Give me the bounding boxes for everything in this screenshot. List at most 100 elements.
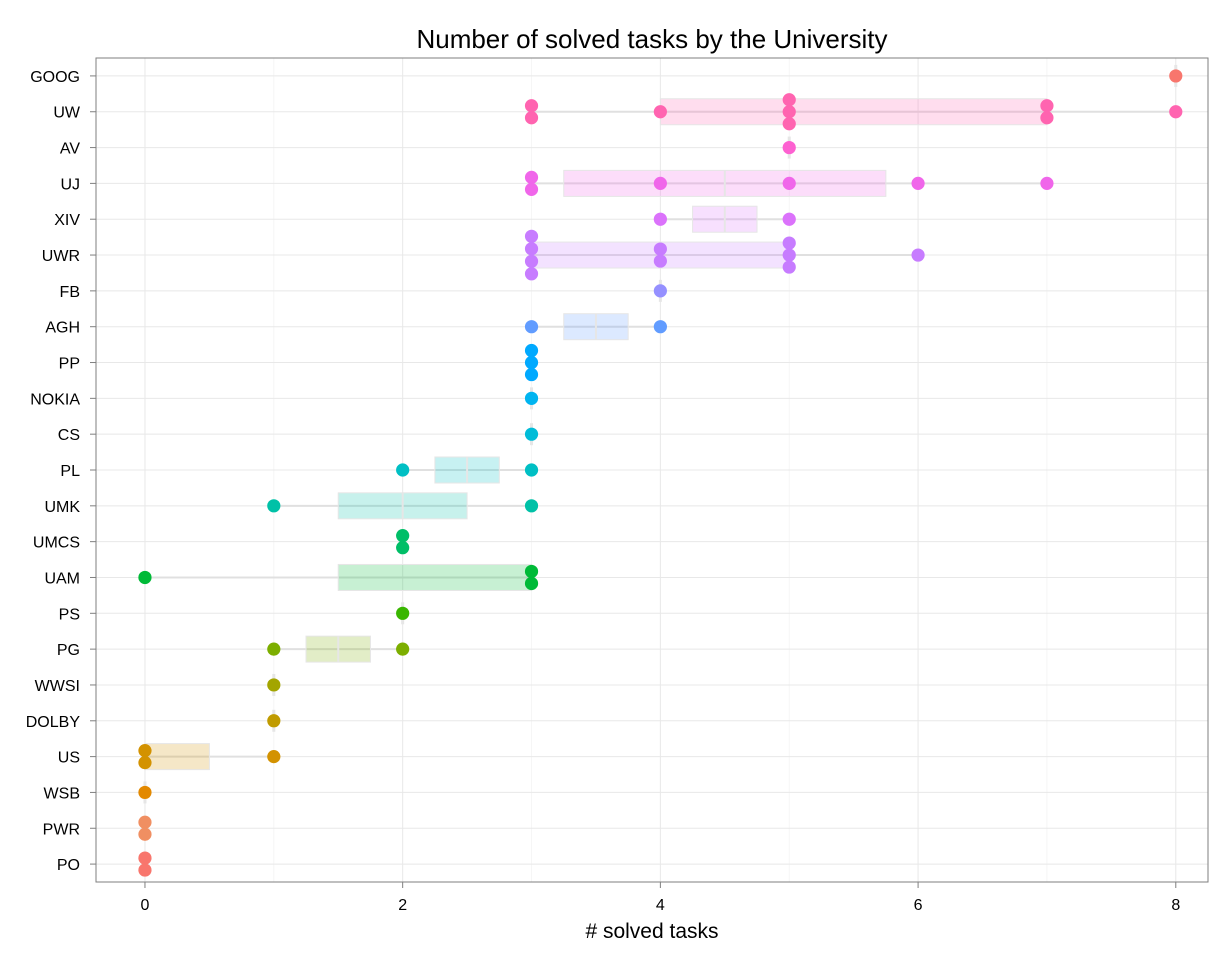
data-point-pl	[396, 463, 410, 477]
box-uam	[144, 563, 533, 591]
y-tick-label: XIV	[54, 212, 80, 229]
data-point-umk	[524, 499, 539, 513]
y-tick-label: US	[58, 750, 80, 767]
points	[138, 69, 1183, 877]
data-point-pp	[524, 343, 539, 358]
box-iqr	[659, 98, 1048, 126]
box-us	[143, 743, 274, 771]
data-point-us	[267, 750, 281, 764]
data-point-goog	[1169, 69, 1183, 83]
box-umk	[273, 492, 532, 520]
data-point-pg	[396, 642, 410, 656]
box-iqr	[144, 743, 210, 771]
box-uj	[531, 169, 1047, 197]
data-point-us	[138, 756, 152, 770]
data-point-uw	[782, 105, 796, 119]
box-pl	[402, 456, 532, 484]
y-tick-label: UMK	[44, 499, 80, 516]
data-point-umcs	[396, 529, 410, 543]
x-tick-label: 6	[914, 897, 923, 914]
box-uw	[531, 98, 1176, 126]
chart-title: Number of solved tasks by the University	[416, 24, 887, 54]
y-tick-label: PS	[59, 606, 80, 623]
data-point-uj	[1040, 176, 1054, 190]
box-pg	[273, 635, 403, 663]
y-tick-label: PG	[57, 642, 80, 659]
y-tick-label: PL	[60, 463, 80, 480]
data-point-xiv	[782, 212, 796, 226]
y-tick-label: PO	[57, 857, 80, 874]
data-point-uwr	[653, 254, 667, 268]
y-tick-label: NOKIA	[30, 391, 80, 408]
data-point-pg	[267, 642, 281, 656]
data-point-us	[138, 744, 152, 758]
data-point-uwr	[524, 229, 539, 243]
y-tick-label: AGH	[45, 320, 80, 337]
data-point-pwr	[138, 827, 152, 841]
box-agh	[531, 313, 661, 341]
data-point-uj	[911, 176, 925, 190]
x-tick-label: 8	[1171, 897, 1180, 914]
data-point-uam	[138, 570, 152, 585]
x-tick-label: 4	[656, 897, 665, 914]
data-point-uwr	[782, 236, 796, 250]
y-tick-label: WSB	[44, 785, 80, 802]
data-point-uj	[524, 182, 539, 196]
y-tick-label: UJ	[60, 176, 80, 193]
data-point-po	[138, 851, 152, 865]
data-point-pp	[524, 367, 539, 382]
y-tick-label: PWR	[43, 821, 80, 838]
data-point-uw	[1040, 99, 1054, 113]
data-point-uw	[653, 105, 667, 119]
box-xiv	[660, 205, 790, 233]
data-point-uw	[1040, 111, 1054, 125]
y-tick-label: PP	[59, 356, 80, 373]
data-point-uwr	[524, 254, 539, 268]
data-point-uw	[1169, 105, 1183, 119]
y-tick-label: GOOG	[30, 69, 80, 86]
y-tick-label: DOLBY	[26, 714, 81, 731]
y-tick-label: WWSI	[35, 678, 80, 695]
data-point-uj	[782, 176, 796, 190]
data-point-uwr	[911, 248, 925, 262]
box-iqr	[337, 563, 533, 591]
data-point-wwsi	[267, 678, 281, 692]
data-point-uw	[782, 117, 796, 131]
data-point-fb	[653, 284, 667, 298]
data-point-umk	[267, 499, 281, 513]
data-point-uw	[782, 93, 796, 107]
data-point-ps	[396, 606, 410, 620]
data-point-uj	[524, 170, 539, 184]
y-axis: GOOG UW AV UJ XIV UWR FB AGH PP NOKIA CS PL UMK UMCS U…	[26, 69, 96, 874]
data-point-uwr	[782, 260, 796, 274]
data-point-uwr	[524, 242, 539, 256]
data-point-uw	[524, 111, 539, 125]
data-point-nokia	[524, 391, 539, 405]
y-tick-label: UMCS	[33, 535, 80, 552]
data-point-uj	[653, 176, 667, 190]
x-tick-label: 0	[141, 897, 150, 914]
data-point-po	[138, 863, 152, 877]
data-point-agh	[524, 320, 539, 334]
data-point-cs	[524, 427, 539, 441]
data-point-pwr	[138, 815, 152, 829]
data-point-agh	[653, 320, 667, 334]
data-point-uwr	[782, 248, 796, 262]
data-point-uam	[524, 576, 539, 591]
y-tick-label: UAM	[44, 570, 80, 587]
data-point-pp	[524, 355, 539, 370]
y-tick-label: UW	[53, 105, 81, 122]
y-tick-label: CS	[58, 427, 80, 444]
data-point-uwr	[653, 242, 667, 256]
data-point-dolby	[267, 714, 281, 728]
data-point-wsb	[138, 785, 152, 800]
data-point-uam	[524, 564, 539, 579]
x-tick-label: 2	[398, 897, 407, 914]
x-axis-label: # solved tasks	[585, 920, 718, 943]
x-axis: 0 2 4 6 8	[141, 882, 1180, 914]
y-tick-label: AV	[60, 141, 80, 158]
y-tick-label: FB	[60, 284, 80, 301]
data-point-uwr	[524, 267, 539, 281]
